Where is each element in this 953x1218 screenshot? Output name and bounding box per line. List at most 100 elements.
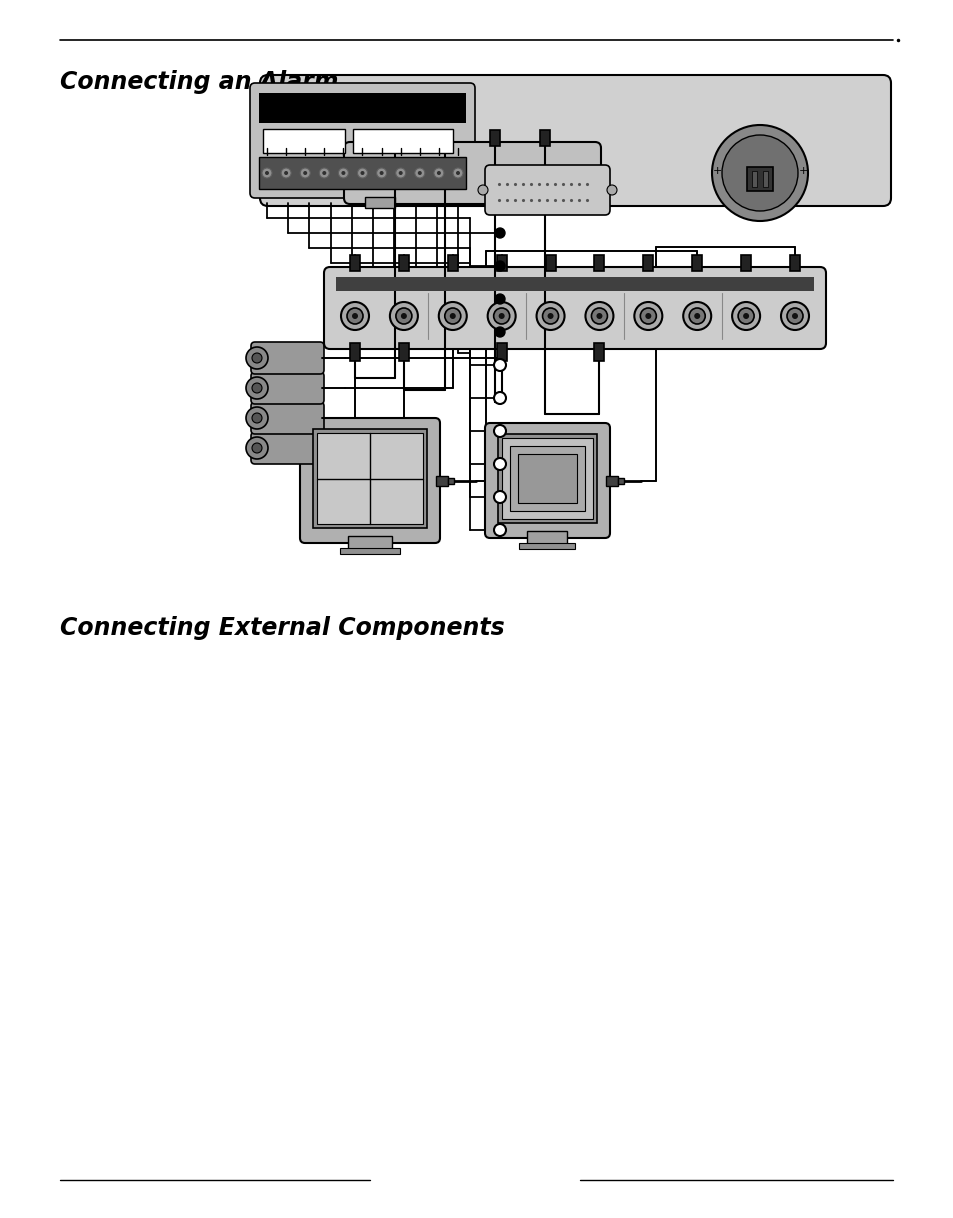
Bar [448, 477, 454, 484]
Bar [313, 429, 427, 527]
Circle shape [341, 171, 345, 175]
Bar [398, 255, 409, 270]
Text: +: + [712, 166, 720, 175]
Bar [692, 255, 701, 270]
Circle shape [738, 308, 753, 324]
Bar [501, 438, 593, 519]
Bar [497, 343, 506, 361]
Circle shape [494, 524, 505, 536]
Circle shape [781, 302, 808, 330]
Circle shape [494, 458, 505, 470]
Bar [746, 167, 772, 191]
Circle shape [453, 168, 462, 178]
Bar [518, 543, 575, 549]
FancyBboxPatch shape [484, 423, 609, 538]
Circle shape [360, 171, 364, 175]
Bar [594, 255, 604, 270]
Circle shape [438, 302, 466, 330]
FancyBboxPatch shape [251, 342, 324, 374]
Circle shape [262, 168, 272, 178]
FancyBboxPatch shape [251, 371, 324, 404]
Bar [497, 434, 597, 523]
Circle shape [322, 171, 326, 175]
Bar [605, 476, 618, 486]
Circle shape [449, 313, 456, 319]
Bar [436, 476, 448, 486]
Circle shape [347, 308, 363, 324]
Bar [545, 255, 555, 270]
Circle shape [300, 168, 310, 178]
Text: Connecting External Components: Connecting External Components [60, 616, 504, 639]
Circle shape [495, 228, 504, 238]
FancyBboxPatch shape [260, 76, 890, 206]
Circle shape [434, 168, 443, 178]
Circle shape [395, 308, 412, 324]
Circle shape [742, 313, 748, 319]
Circle shape [456, 171, 459, 175]
Bar [594, 343, 604, 361]
Circle shape [390, 302, 417, 330]
Circle shape [415, 168, 424, 178]
Circle shape [547, 313, 553, 319]
Bar [740, 255, 750, 270]
Circle shape [246, 347, 268, 369]
FancyBboxPatch shape [344, 143, 600, 203]
Bar [258, 93, 465, 123]
FancyBboxPatch shape [324, 267, 825, 350]
Circle shape [494, 359, 505, 371]
Circle shape [791, 313, 797, 319]
Circle shape [634, 302, 661, 330]
Circle shape [398, 171, 402, 175]
Bar [398, 343, 409, 361]
Bar [390, 130, 399, 146]
Circle shape [639, 308, 656, 324]
Circle shape [498, 313, 504, 319]
Circle shape [731, 302, 760, 330]
Circle shape [265, 171, 269, 175]
Circle shape [417, 171, 421, 175]
Circle shape [688, 308, 704, 324]
Bar [510, 446, 584, 512]
Circle shape [711, 125, 807, 220]
Circle shape [252, 413, 262, 423]
Circle shape [246, 407, 268, 429]
Circle shape [352, 313, 357, 319]
Bar [353, 129, 453, 153]
Circle shape [400, 313, 407, 319]
Bar [539, 130, 550, 146]
Circle shape [338, 168, 348, 178]
Circle shape [585, 302, 613, 330]
Circle shape [246, 437, 268, 459]
FancyBboxPatch shape [251, 432, 324, 464]
Bar [447, 255, 457, 270]
Circle shape [319, 168, 329, 178]
Bar [350, 255, 359, 270]
Bar [439, 130, 450, 146]
Bar [490, 130, 499, 146]
Bar [526, 531, 566, 544]
Circle shape [542, 308, 558, 324]
Bar [762, 171, 767, 188]
Bar [258, 157, 465, 189]
Bar [618, 477, 623, 484]
Circle shape [606, 185, 617, 195]
Circle shape [444, 308, 460, 324]
Circle shape [694, 313, 700, 319]
Circle shape [721, 135, 797, 211]
Circle shape [494, 425, 505, 437]
Circle shape [395, 168, 405, 178]
Circle shape [495, 261, 504, 270]
Bar [263, 129, 345, 153]
Bar [517, 454, 577, 503]
Circle shape [477, 185, 488, 195]
Bar [335, 276, 813, 291]
Circle shape [487, 302, 516, 330]
Circle shape [494, 491, 505, 503]
FancyBboxPatch shape [250, 83, 475, 199]
Circle shape [252, 353, 262, 363]
Circle shape [536, 302, 564, 330]
Circle shape [596, 313, 601, 319]
Text: Connecting an Alarm: Connecting an Alarm [60, 69, 338, 94]
FancyBboxPatch shape [484, 164, 609, 216]
Bar [365, 197, 395, 208]
